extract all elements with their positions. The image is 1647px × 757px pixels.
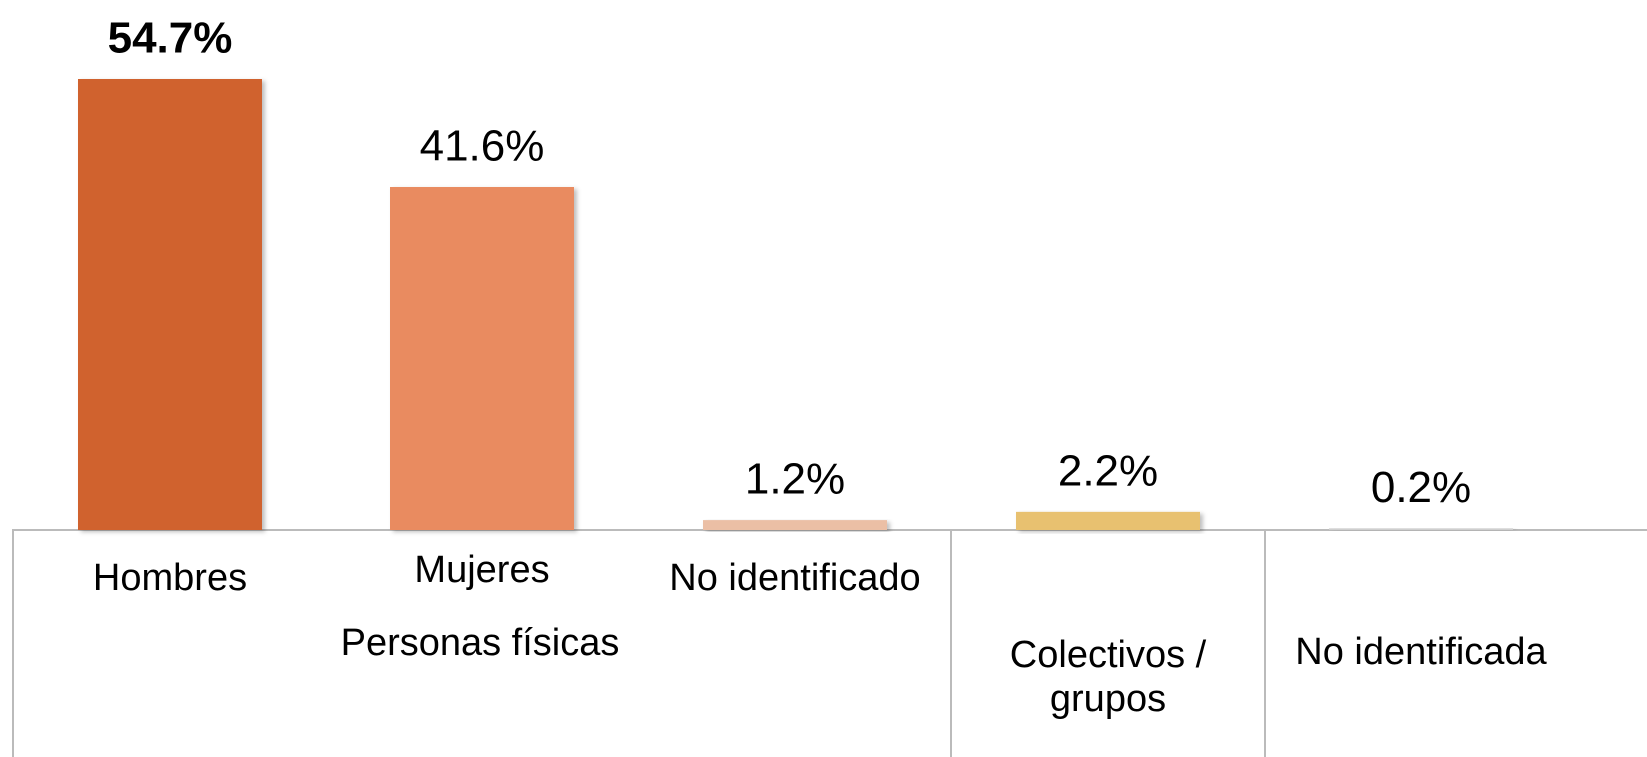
value-label: 54.7% — [108, 14, 233, 63]
value-label: 0.2% — [1371, 463, 1471, 512]
category-label: No identificado — [669, 557, 921, 599]
category-label: Colectivos / grupos — [1009, 634, 1207, 720]
bar — [703, 520, 887, 530]
bar — [1329, 528, 1513, 530]
value-label: 41.6% — [420, 122, 545, 171]
bar — [78, 79, 262, 530]
value-label: 2.2% — [1058, 446, 1158, 495]
bar — [1016, 511, 1200, 530]
category-label: Mujeres — [414, 549, 550, 591]
category-label: Hombres — [92, 557, 248, 599]
bar — [390, 187, 574, 530]
category-label: No identificada — [1295, 631, 1547, 673]
value-label: 1.2% — [745, 455, 845, 504]
group-label: Personas físicas — [340, 622, 620, 664]
